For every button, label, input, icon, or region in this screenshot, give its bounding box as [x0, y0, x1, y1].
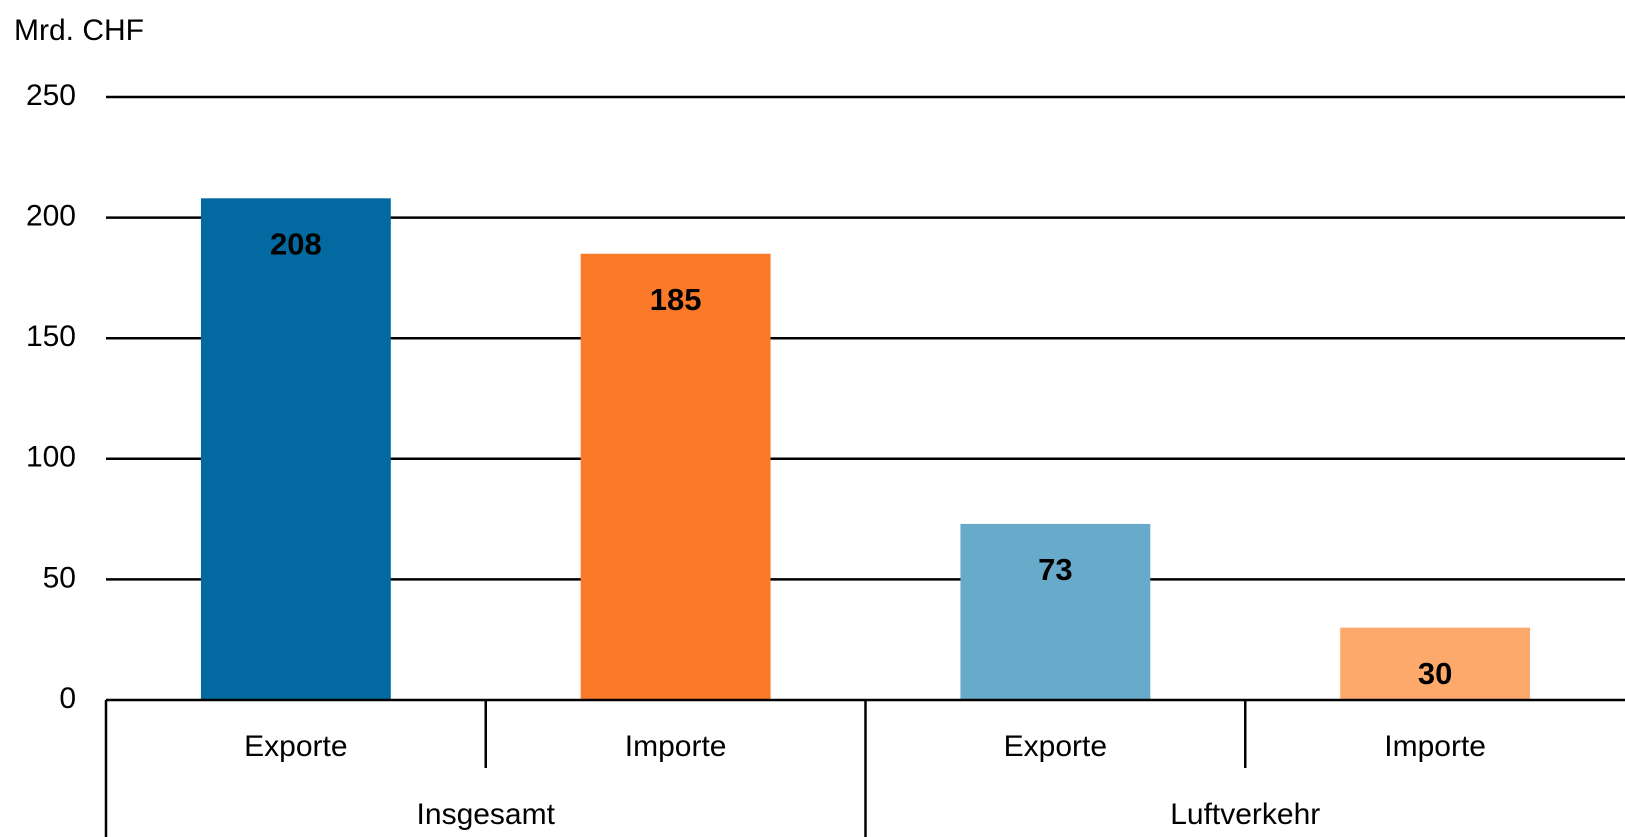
y-tick-label: 250 — [26, 79, 76, 112]
y-tick-label: 200 — [26, 200, 76, 233]
x-tick-label: Exporte — [244, 730, 347, 763]
bar — [960, 523, 1151, 700]
value-label: 185 — [650, 282, 702, 317]
group-label: Insgesamt — [417, 798, 556, 831]
value-label: 73 — [1038, 552, 1072, 587]
y-tick-label: 100 — [26, 441, 76, 474]
y-axis-label: Mrd. CHF — [14, 14, 144, 47]
bar — [200, 198, 391, 700]
value-label: 208 — [270, 226, 322, 261]
y-tick-label: 150 — [26, 320, 76, 353]
x-tick-label: Importe — [625, 730, 727, 763]
bar — [580, 253, 771, 700]
x-tick-label: Exporte — [1004, 730, 1107, 763]
group-label: Luftverkehr — [1170, 798, 1320, 831]
x-tick-label: Importe — [1384, 730, 1486, 763]
y-tick-label: 50 — [43, 561, 76, 594]
value-label: 30 — [1418, 656, 1452, 691]
y-tick-label: 0 — [59, 682, 76, 715]
bar — [1340, 627, 1531, 700]
